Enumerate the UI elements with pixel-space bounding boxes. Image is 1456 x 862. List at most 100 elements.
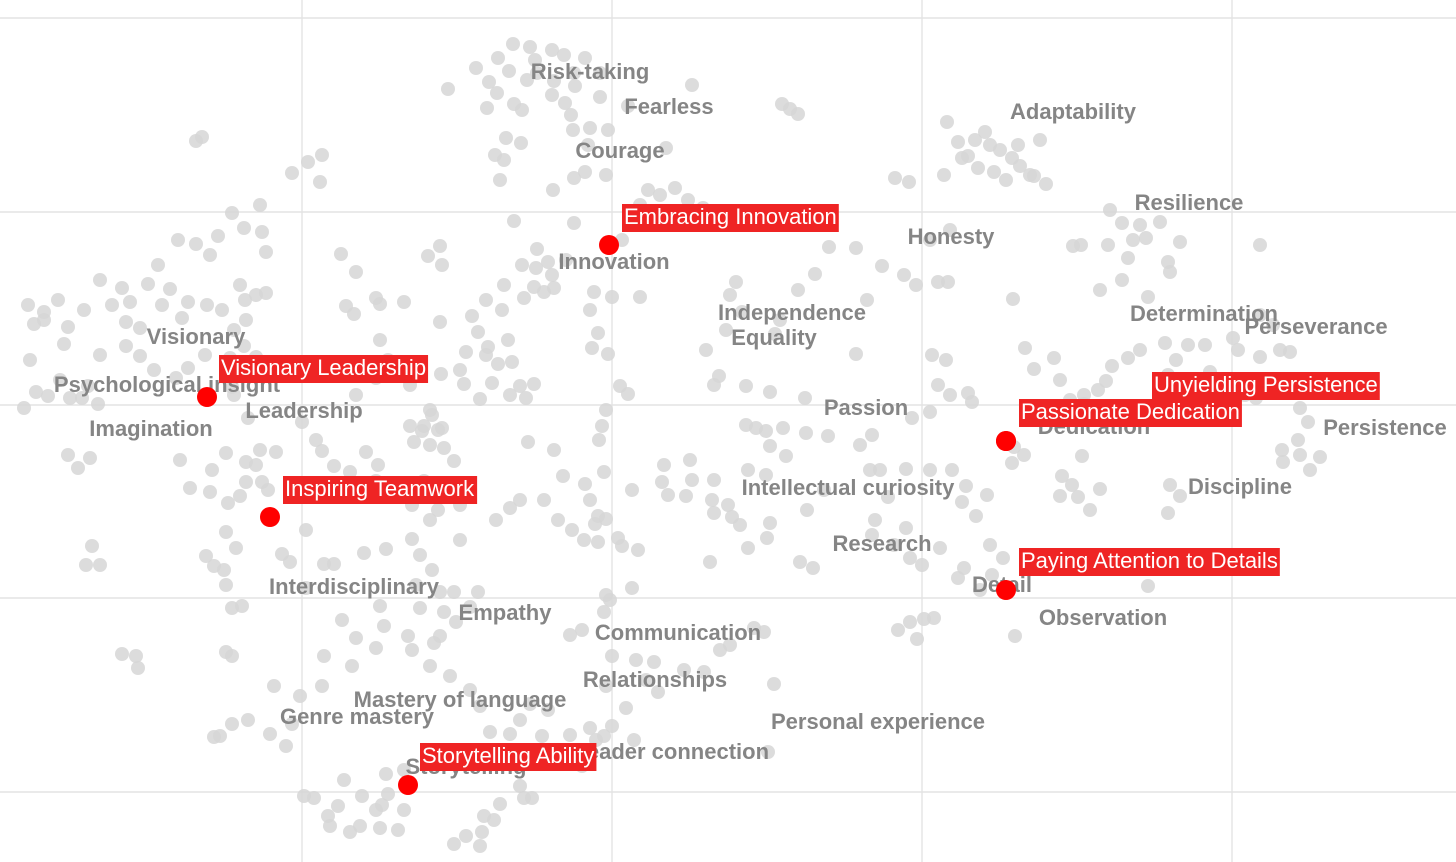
- background-point: [955, 495, 969, 509]
- highlight-point: [260, 507, 280, 527]
- background-point: [1293, 401, 1307, 415]
- background-point: [405, 532, 419, 546]
- background-point: [799, 426, 813, 440]
- background-point: [749, 421, 763, 435]
- background-point: [546, 183, 560, 197]
- background-point: [597, 465, 611, 479]
- background-point: [1158, 336, 1172, 350]
- background-point: [910, 632, 924, 646]
- background-point: [371, 458, 385, 472]
- highlight-label: Unyielding Persistence: [1152, 372, 1380, 400]
- background-point: [1008, 629, 1022, 643]
- background-point: [621, 99, 635, 113]
- background-point: [283, 555, 297, 569]
- background-point: [961, 386, 975, 400]
- term-label: Interdisciplinary: [269, 574, 440, 599]
- background-point: [459, 829, 473, 843]
- background-point: [345, 659, 359, 673]
- background-point: [315, 148, 329, 162]
- background-point: [1074, 238, 1088, 252]
- term-label: Personal experience: [771, 709, 985, 734]
- term-label: Courage: [575, 138, 664, 163]
- background-point: [489, 513, 503, 527]
- background-point: [225, 717, 239, 731]
- highlight-point: [398, 775, 418, 795]
- background-point: [668, 181, 682, 195]
- highlight-label: Visionary Leadership: [219, 355, 429, 383]
- background-point: [301, 155, 315, 169]
- background-point: [1169, 353, 1183, 367]
- background-point: [1173, 489, 1187, 503]
- background-point: [217, 563, 231, 577]
- highlight-label: Passionate Dedication: [1019, 399, 1242, 427]
- background-point: [1303, 463, 1317, 477]
- background-point: [437, 441, 451, 455]
- background-point: [323, 819, 337, 833]
- background-point: [263, 727, 277, 741]
- background-point: [971, 161, 985, 175]
- background-point: [909, 278, 923, 292]
- background-point: [899, 462, 913, 476]
- background-point: [93, 273, 107, 287]
- background-point: [1139, 231, 1153, 245]
- highlight-label-text: Paying Attention to Details: [1021, 548, 1278, 573]
- background-point: [355, 789, 369, 803]
- background-point: [581, 138, 595, 152]
- highlight-label-text: Embracing Innovation: [624, 204, 837, 229]
- background-point: [591, 535, 605, 549]
- background-point: [237, 339, 251, 353]
- background-point: [567, 216, 581, 230]
- background-point: [1065, 478, 1079, 492]
- background-point: [37, 305, 51, 319]
- background-point: [203, 248, 217, 262]
- background-point: [631, 543, 645, 557]
- background-point: [515, 103, 529, 117]
- background-point: [1083, 503, 1097, 517]
- background-point: [349, 388, 363, 402]
- background-point: [677, 663, 691, 677]
- background-point: [480, 101, 494, 115]
- background-point: [806, 561, 820, 575]
- background-point: [491, 357, 505, 371]
- background-point: [423, 513, 437, 527]
- background-point: [521, 435, 535, 449]
- background-point: [601, 123, 615, 137]
- background-point: [405, 643, 419, 657]
- background-point: [985, 568, 999, 582]
- background-point: [591, 326, 605, 340]
- background-point: [603, 593, 617, 607]
- term-label: Mastery of language: [354, 687, 567, 712]
- background-point: [457, 377, 471, 391]
- background-point: [485, 376, 499, 390]
- background-point: [503, 501, 517, 515]
- background-point: [768, 327, 782, 341]
- term-label: Intellectual curiosity: [742, 475, 955, 500]
- background-point: [551, 513, 565, 527]
- background-point: [577, 533, 591, 547]
- background-point: [343, 465, 357, 479]
- highlight-label: Embracing Innovation: [622, 204, 839, 232]
- background-point: [583, 121, 597, 135]
- background-point: [433, 629, 447, 643]
- background-point: [233, 278, 247, 292]
- background-point: [1266, 318, 1280, 332]
- background-point: [599, 403, 613, 417]
- background-point: [397, 763, 411, 777]
- background-point: [343, 825, 357, 839]
- background-point: [557, 48, 571, 62]
- background-point: [915, 558, 929, 572]
- background-point: [563, 628, 577, 642]
- background-point: [299, 523, 313, 537]
- background-point: [563, 728, 577, 742]
- background-point: [1053, 489, 1067, 503]
- background-point: [520, 73, 534, 87]
- background-point: [729, 275, 743, 289]
- background-point: [17, 401, 31, 415]
- background-point: [1126, 233, 1140, 247]
- background-point: [93, 558, 107, 572]
- background-point: [443, 669, 457, 683]
- background-point: [253, 443, 267, 457]
- background-point: [397, 803, 411, 817]
- background-point: [999, 173, 1013, 187]
- background-point: [925, 348, 939, 362]
